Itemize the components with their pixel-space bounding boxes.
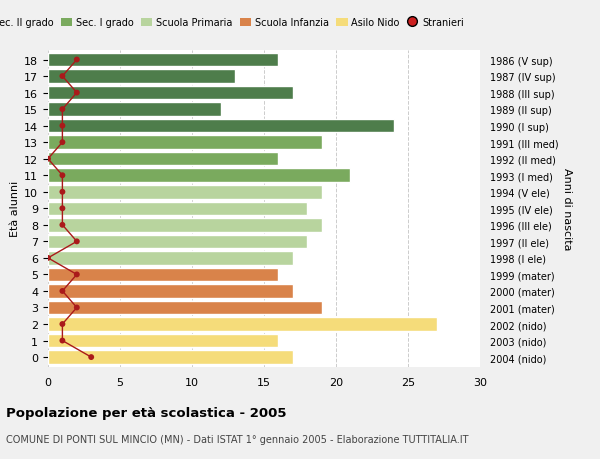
Bar xyxy=(48,268,278,281)
Point xyxy=(72,304,82,312)
Bar xyxy=(48,351,293,364)
Y-axis label: Anni di nascita: Anni di nascita xyxy=(562,168,572,250)
Bar xyxy=(48,334,278,347)
Point xyxy=(58,106,67,113)
Point xyxy=(43,156,53,163)
Bar xyxy=(48,218,322,232)
Point xyxy=(58,172,67,179)
Bar xyxy=(48,136,322,150)
Bar xyxy=(48,301,322,314)
Bar xyxy=(48,285,293,298)
Bar xyxy=(48,152,278,166)
Point xyxy=(58,189,67,196)
Bar xyxy=(48,235,307,249)
Point xyxy=(43,255,53,262)
Bar xyxy=(48,70,235,84)
Bar xyxy=(48,120,394,133)
Bar xyxy=(48,169,350,183)
Bar xyxy=(48,54,278,67)
Point xyxy=(58,73,67,81)
Point xyxy=(58,139,67,146)
Point xyxy=(58,205,67,213)
Point xyxy=(72,271,82,279)
Point xyxy=(72,57,82,64)
Point xyxy=(58,288,67,295)
Point xyxy=(58,123,67,130)
Text: COMUNE DI PONTI SUL MINCIO (MN) - Dati ISTAT 1° gennaio 2005 - Elaborazione TUTT: COMUNE DI PONTI SUL MINCIO (MN) - Dati I… xyxy=(6,434,469,444)
Bar xyxy=(48,252,293,265)
Bar xyxy=(48,318,437,331)
Point xyxy=(72,238,82,246)
Point xyxy=(58,337,67,344)
Bar xyxy=(48,87,293,100)
Bar xyxy=(48,185,322,199)
Legend: Sec. II grado, Sec. I grado, Scuola Primaria, Scuola Infanzia, Asilo Nido, Stran: Sec. II grado, Sec. I grado, Scuola Prim… xyxy=(0,14,468,32)
Bar xyxy=(48,202,307,216)
Point xyxy=(58,222,67,229)
Point xyxy=(58,321,67,328)
Point xyxy=(86,353,96,361)
Bar xyxy=(48,103,221,117)
Text: Popolazione per età scolastica - 2005: Popolazione per età scolastica - 2005 xyxy=(6,406,287,419)
Y-axis label: Età alunni: Età alunni xyxy=(10,181,20,237)
Point xyxy=(72,90,82,97)
